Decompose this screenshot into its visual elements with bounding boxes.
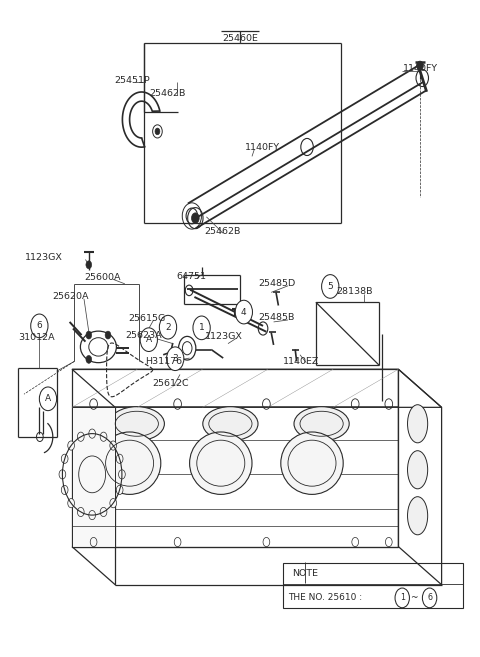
Text: 25600A: 25600A [84,273,120,282]
Circle shape [86,261,92,269]
Text: 31012A: 31012A [18,332,55,342]
Circle shape [100,507,107,516]
Text: 5: 5 [327,282,333,291]
Bar [283,563,463,608]
Circle shape [39,387,57,411]
Text: 1: 1 [400,593,405,602]
Text: H31176: H31176 [145,357,182,366]
Text: 1123GX: 1123GX [204,332,242,341]
Circle shape [167,347,184,371]
Circle shape [417,61,423,70]
Text: 3: 3 [172,354,178,363]
Text: ~: ~ [410,593,418,602]
Circle shape [59,470,66,479]
Circle shape [155,128,160,135]
Circle shape [322,275,339,298]
Circle shape [68,441,74,450]
Text: NOTE: NOTE [292,569,318,578]
Circle shape [100,432,107,442]
Circle shape [31,314,48,338]
Ellipse shape [281,432,343,495]
Text: 1140FY: 1140FY [403,64,438,74]
Circle shape [140,328,157,351]
Circle shape [77,432,84,442]
Circle shape [89,429,96,438]
Text: 1140EZ: 1140EZ [283,357,320,366]
Circle shape [235,300,252,324]
Circle shape [422,588,437,608]
Text: 25615G: 25615G [129,314,166,323]
Ellipse shape [408,405,428,443]
Circle shape [86,331,92,339]
Circle shape [110,499,117,508]
Circle shape [105,331,111,339]
Circle shape [119,470,125,479]
Text: 1: 1 [199,323,204,332]
Text: 25623A: 25623A [126,330,162,340]
Text: 25612C: 25612C [153,379,189,388]
Text: 25451P: 25451P [114,76,150,85]
Circle shape [77,507,84,516]
Circle shape [110,441,117,450]
Text: 64751: 64751 [177,272,206,281]
Text: 1123GX: 1123GX [25,253,63,262]
Circle shape [116,486,123,495]
Circle shape [193,316,210,340]
Circle shape [61,486,68,495]
Text: 25485B: 25485B [258,313,295,323]
Circle shape [116,454,123,463]
Text: 25620A: 25620A [52,292,88,302]
Ellipse shape [190,432,252,495]
Ellipse shape [109,407,164,441]
Text: A: A [45,394,51,403]
Circle shape [68,499,74,508]
Text: 25462B: 25462B [149,89,185,98]
Text: A: A [146,335,152,344]
Circle shape [192,213,199,223]
Text: THE NO. 25610 :: THE NO. 25610 : [288,593,362,602]
Circle shape [86,355,92,363]
Text: 2: 2 [165,323,171,332]
Text: 4: 4 [241,307,247,317]
Circle shape [61,454,68,463]
Text: 6: 6 [36,321,42,330]
Ellipse shape [294,407,349,441]
Text: 28138B: 28138B [336,287,372,296]
Text: 6: 6 [427,593,432,602]
Circle shape [159,315,177,339]
Ellipse shape [203,407,258,441]
Circle shape [395,588,409,608]
Circle shape [89,510,96,520]
Text: 25460E: 25460E [222,34,258,43]
Text: 1140FY: 1140FY [245,143,280,152]
Polygon shape [72,407,115,547]
Ellipse shape [98,432,161,495]
Text: 25462B: 25462B [204,227,240,236]
Text: 25485D: 25485D [258,279,296,288]
Ellipse shape [408,451,428,489]
Ellipse shape [408,497,428,535]
